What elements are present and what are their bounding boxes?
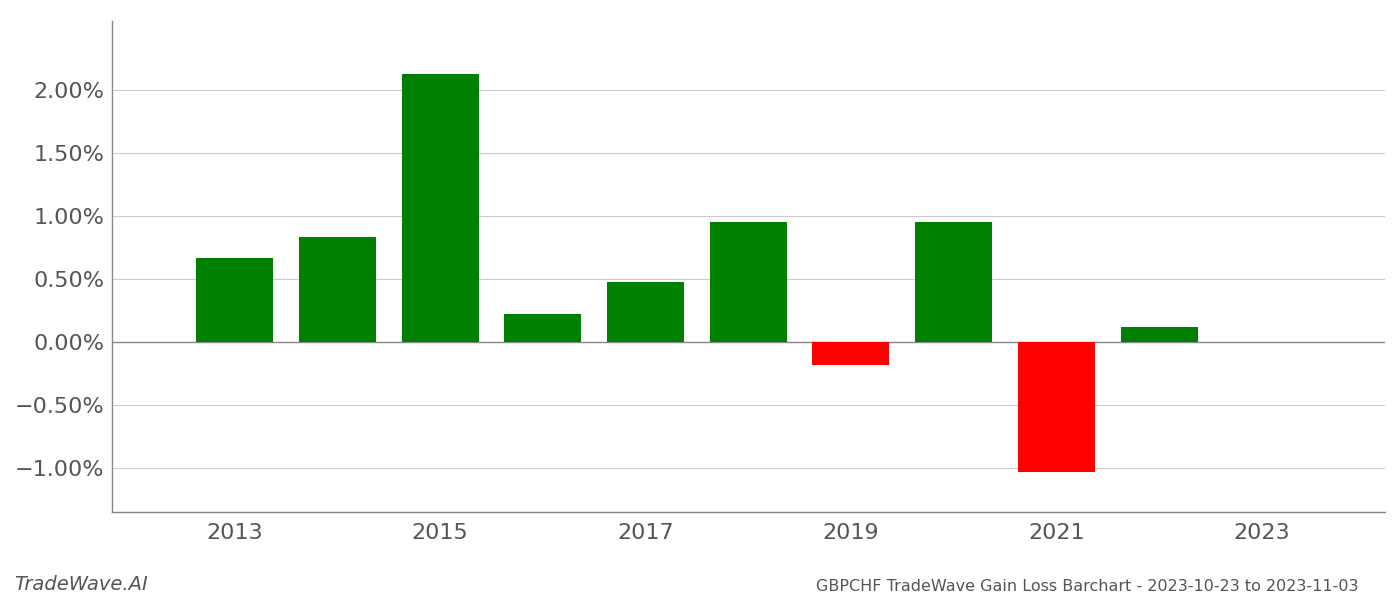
- Bar: [504, 314, 581, 342]
- Bar: [916, 223, 993, 342]
- Bar: [402, 74, 479, 342]
- Text: TradeWave.AI: TradeWave.AI: [14, 575, 148, 594]
- Bar: [1120, 327, 1197, 342]
- Bar: [608, 281, 685, 342]
- Bar: [1018, 342, 1095, 472]
- Bar: [300, 238, 377, 342]
- Bar: [710, 223, 787, 342]
- Bar: [196, 257, 273, 342]
- Bar: [812, 342, 889, 365]
- Text: GBPCHF TradeWave Gain Loss Barchart - 2023-10-23 to 2023-11-03: GBPCHF TradeWave Gain Loss Barchart - 20…: [815, 579, 1358, 594]
